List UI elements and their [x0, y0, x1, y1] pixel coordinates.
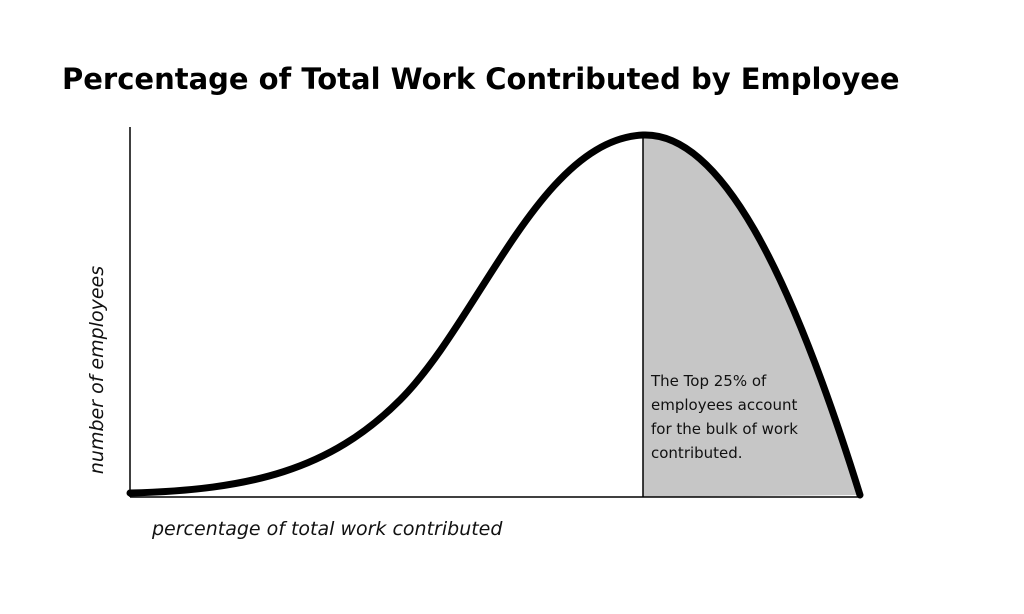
- distribution-curve: [126, 131, 864, 499]
- annotation-line: The Top 25% of: [650, 372, 767, 390]
- annotation-line: for the bulk of work: [651, 420, 798, 438]
- annotation-line: contributed.: [651, 444, 743, 462]
- shaded-region: [643, 134, 860, 497]
- annotation-line: employees account: [651, 396, 798, 414]
- y-axis-label: number of employees: [86, 266, 108, 474]
- x-axis-label: percentage of total work contributed: [151, 518, 503, 540]
- title: Percentage of Total Work Contributed by …: [62, 62, 900, 96]
